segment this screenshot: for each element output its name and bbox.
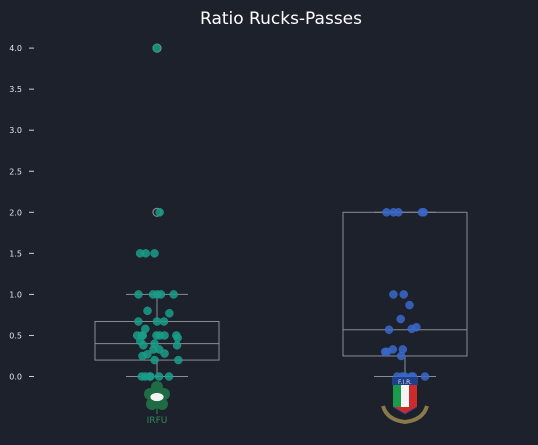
point-0-11 xyxy=(165,309,174,318)
shield-banner xyxy=(392,377,418,385)
point-1-5 xyxy=(399,290,408,299)
point-1-6 xyxy=(389,290,398,299)
point-0-14 xyxy=(152,317,162,326)
point-0-36 xyxy=(154,372,164,381)
italy-logo-icon: F.I.R. xyxy=(381,377,429,425)
point-0-30 xyxy=(160,349,169,358)
laurel-wreath xyxy=(381,405,429,425)
point-0-9 xyxy=(148,290,158,299)
point-0-7 xyxy=(169,290,178,299)
y-tick-label-5: 2.5 xyxy=(9,167,22,176)
point-0-0 xyxy=(152,43,161,53)
flag-red xyxy=(409,385,417,407)
flag-white xyxy=(401,385,409,407)
point-0-33 xyxy=(174,355,183,365)
y-tick-label-6: 3.0 xyxy=(9,126,22,135)
point-0-34 xyxy=(150,355,159,365)
point-0-10 xyxy=(143,306,152,316)
shield-point xyxy=(392,406,418,415)
shamrock-leaf-2 xyxy=(151,381,163,393)
y-axis: 0.0 0.5 1.0 1.5 2.0 2.5 3.0 3.5 4.0 xyxy=(9,44,34,382)
y-tick-label-3: 1.5 xyxy=(9,249,22,258)
ireland-logo-text: IRFU xyxy=(147,416,168,426)
points-layer xyxy=(132,43,430,381)
chart-title: Ratio Rucks-Passes xyxy=(200,9,362,29)
rugby-ball-icon xyxy=(149,392,165,402)
point-1-8 xyxy=(396,314,405,324)
point-0-6 xyxy=(134,290,143,299)
flag-green xyxy=(393,385,401,407)
ireland-logo-icon: IRFU xyxy=(144,381,170,426)
point-1-15 xyxy=(380,347,390,357)
italy-logo-text: F.I.R. xyxy=(398,379,412,386)
point-1-10 xyxy=(407,324,416,334)
point-0-39 xyxy=(164,372,174,381)
point-1-19 xyxy=(420,372,430,381)
point-1-3 xyxy=(389,208,398,217)
y-tick-label-7: 3.5 xyxy=(9,85,22,94)
point-0-8 xyxy=(156,290,166,299)
team-logos: IRFU F.I.R. xyxy=(144,377,429,426)
point-1-16 xyxy=(396,351,406,361)
point-0-23 xyxy=(173,333,182,343)
point-1-7 xyxy=(405,300,414,310)
box-1 xyxy=(342,211,468,357)
point-0-3 xyxy=(141,249,150,258)
point-0-26 xyxy=(172,341,182,350)
y-tick-label-0: 0.0 xyxy=(9,373,22,382)
point-0-13 xyxy=(134,317,143,326)
point-0-27 xyxy=(139,341,148,350)
point-0-1 xyxy=(155,208,164,217)
point-1-4 xyxy=(417,208,427,217)
y-tick-label-4: 2.0 xyxy=(9,208,22,217)
point-1-11 xyxy=(384,325,394,334)
point-0-19 xyxy=(152,331,161,340)
y-tick-label-2: 1.0 xyxy=(9,290,22,299)
point-0-38 xyxy=(137,372,147,381)
point-0-32 xyxy=(138,351,147,361)
point-0-4 xyxy=(150,249,159,258)
point-0-40 xyxy=(146,372,155,381)
y-tick-label-8: 4.0 xyxy=(9,44,22,53)
y-tick-label-1: 0.5 xyxy=(9,331,22,340)
